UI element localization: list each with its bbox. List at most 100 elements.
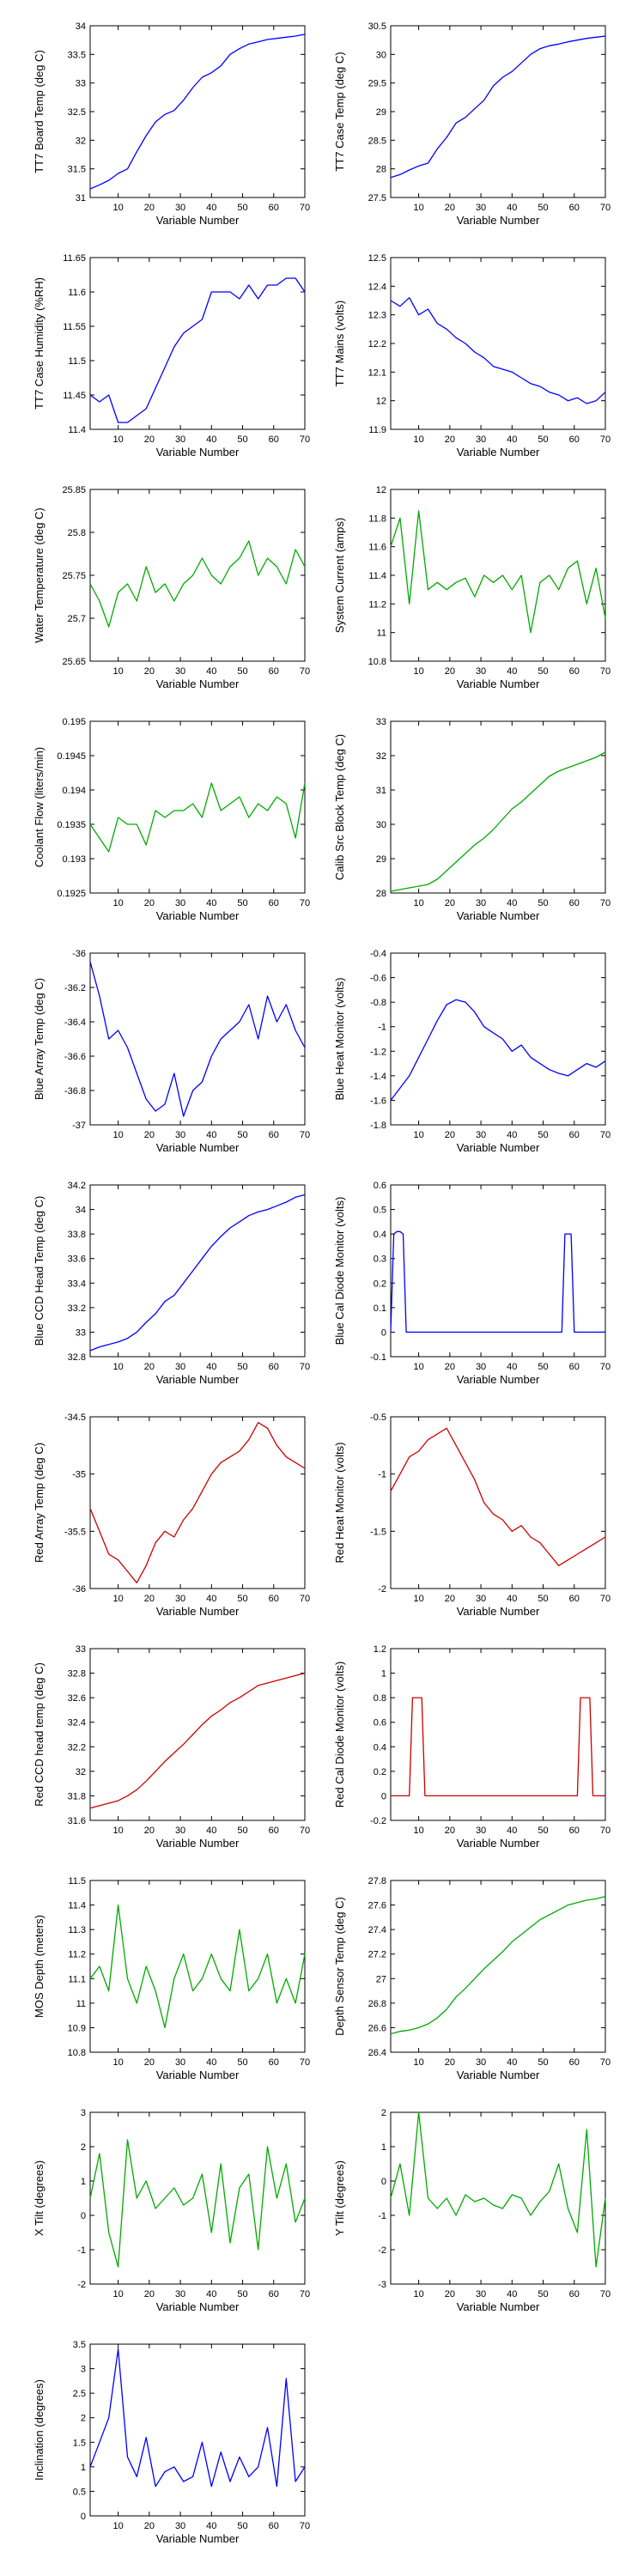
y-tick-label: 0.6 [374, 1718, 386, 1728]
x-tick-label: 10 [112, 2057, 123, 2068]
y-axis-label: TT7 Mains (volts) [333, 301, 346, 386]
x-tick-label: 60 [269, 1594, 279, 1604]
x-tick-label: 60 [269, 1130, 279, 1140]
x-tick-label: 30 [476, 1130, 486, 1140]
x-tick-label: 70 [300, 2057, 310, 2068]
y-tick-label: 33.5 [68, 50, 86, 60]
y-tick-label: 3 [81, 2108, 86, 2118]
y-tick-label: -36 [72, 949, 86, 959]
subplot-21: 0 0.5 1 1.5 2 2.5 3 3.5 10 20 30 40 50 60 70 Variable N… [33, 2340, 310, 2545]
y-tick-label: -1.8 [370, 1121, 386, 1131]
axes-box [89, 1184, 306, 1358]
x-axis-label: Variable Number [156, 2532, 240, 2545]
x-tick-label: 30 [175, 666, 185, 677]
y-tick-label: 27.6 [368, 1901, 386, 1911]
series-line [89, 961, 306, 1117]
x-tick-label: 70 [300, 666, 310, 677]
x-axis-label: Variable Number [156, 1141, 240, 1154]
x-tick-label: 50 [237, 1594, 247, 1604]
y-tick-label: 0.2 [374, 1279, 386, 1289]
axes-box [390, 1184, 606, 1358]
y-tick-label: 2 [381, 2108, 386, 2118]
y-tick-label: 0 [81, 2512, 86, 2522]
x-tick-label: 60 [269, 666, 279, 677]
y-tick-label: 11.4 [368, 571, 386, 581]
y-tick-label: 0.1935 [57, 820, 86, 830]
y-tick-label: 10.9 [68, 2023, 86, 2033]
x-tick-label: 30 [175, 2289, 185, 2300]
y-tick-label: -2 [378, 1584, 386, 1595]
y-tick-label: 0.5 [73, 2487, 86, 2497]
x-tick-label: 20 [144, 666, 155, 677]
y-axis-label: Y Tilt (degrees) [333, 2160, 346, 2236]
x-tick-label: 30 [175, 1826, 185, 1836]
x-tick-label: 30 [175, 203, 185, 213]
x-tick-label: 60 [569, 2289, 580, 2300]
y-tick-label: 33.4 [68, 1279, 86, 1289]
x-tick-label: 70 [300, 898, 310, 908]
x-tick-label: 40 [206, 1362, 216, 1372]
y-tick-label: -36.8 [64, 1086, 86, 1097]
x-tick-label: 50 [538, 1130, 548, 1140]
y-tick-label: 0.3 [374, 1255, 386, 1265]
y-axis-label: Inclination (degrees) [33, 2379, 46, 2481]
x-tick-label: 60 [269, 898, 279, 908]
y-tick-label: 11.6 [368, 543, 386, 553]
x-axis-label: Variable Number [156, 909, 240, 922]
y-tick-label: 27.5 [368, 193, 386, 204]
y-tick-label: 28 [376, 165, 386, 175]
x-tick-label: 30 [175, 898, 185, 908]
series-line [390, 1427, 606, 1566]
y-tick-label: -0.5 [370, 1413, 386, 1423]
x-tick-label: 70 [300, 203, 310, 213]
x-tick-label: 10 [112, 434, 123, 445]
y-tick-label: -1.5 [370, 1527, 386, 1537]
x-tick-label: 10 [413, 2057, 423, 2068]
x-tick-label: 30 [476, 1362, 486, 1372]
y-tick-label: 29 [376, 854, 386, 865]
x-tick-label: 50 [538, 1826, 548, 1836]
subplot-11: 32.8 33 33.2 33.4 33.6 33.8 34 34.2 10 20 30 40 50 60… [33, 1181, 310, 1386]
y-tick-label: -36.6 [64, 1052, 86, 1062]
y-tick-label: 34 [76, 21, 86, 32]
y-tick-label: 11.9 [368, 425, 386, 435]
y-tick-label: -35 [72, 1470, 86, 1480]
y-tick-label: -0.6 [370, 974, 386, 984]
y-tick-label: 0 [81, 2211, 86, 2221]
x-axis-label: Variable Number [156, 677, 240, 690]
y-tick-label: 0.195 [62, 717, 86, 727]
axes-box [89, 952, 306, 1126]
series-line [390, 999, 606, 1101]
x-tick-label: 40 [206, 898, 216, 908]
x-tick-label: 70 [600, 2057, 611, 2068]
x-tick-label: 60 [569, 898, 580, 908]
y-tick-label: 12.4 [368, 282, 386, 292]
y-axis-label: Water Temperature (deg C) [33, 507, 46, 643]
y-axis-label: Blue CCD Head Temp (deg C) [33, 1196, 46, 1346]
x-tick-label: 40 [206, 1826, 216, 1836]
x-tick-label: 50 [538, 1594, 548, 1604]
y-tick-label: 33 [76, 1327, 86, 1338]
subplot-15: 31.6 31.8 32 32.2 32.4 32.6 32.8 33 10 20 30 40 50 60… [33, 1644, 310, 1850]
x-tick-label: 20 [144, 898, 155, 908]
x-tick-label: 70 [300, 1362, 310, 1372]
subplot-1: 31 31.5 32 32.5 33 33.5 34 10 20 30 40 50 60 70 Variab… [33, 21, 310, 227]
x-tick-label: 40 [507, 1594, 517, 1604]
x-tick-label: 30 [476, 434, 486, 445]
x-tick-label: 30 [476, 1594, 486, 1604]
y-tick-label: 11.8 [368, 513, 386, 524]
series-line [390, 297, 606, 404]
y-tick-label: 0.2 [374, 1767, 386, 1777]
y-tick-label: 32 [76, 1767, 86, 1777]
series-line [390, 35, 606, 179]
x-tick-label: 20 [144, 1130, 155, 1140]
x-tick-label: 70 [600, 434, 611, 445]
x-tick-label: 10 [112, 203, 123, 213]
axes-box [390, 720, 606, 894]
y-tick-label: 30.5 [368, 21, 386, 32]
x-tick-label: 10 [413, 1130, 423, 1140]
x-tick-label: 50 [538, 1362, 548, 1372]
x-tick-label: 30 [476, 666, 486, 677]
series-line [390, 1230, 605, 1334]
y-tick-label: 25.85 [62, 485, 86, 495]
